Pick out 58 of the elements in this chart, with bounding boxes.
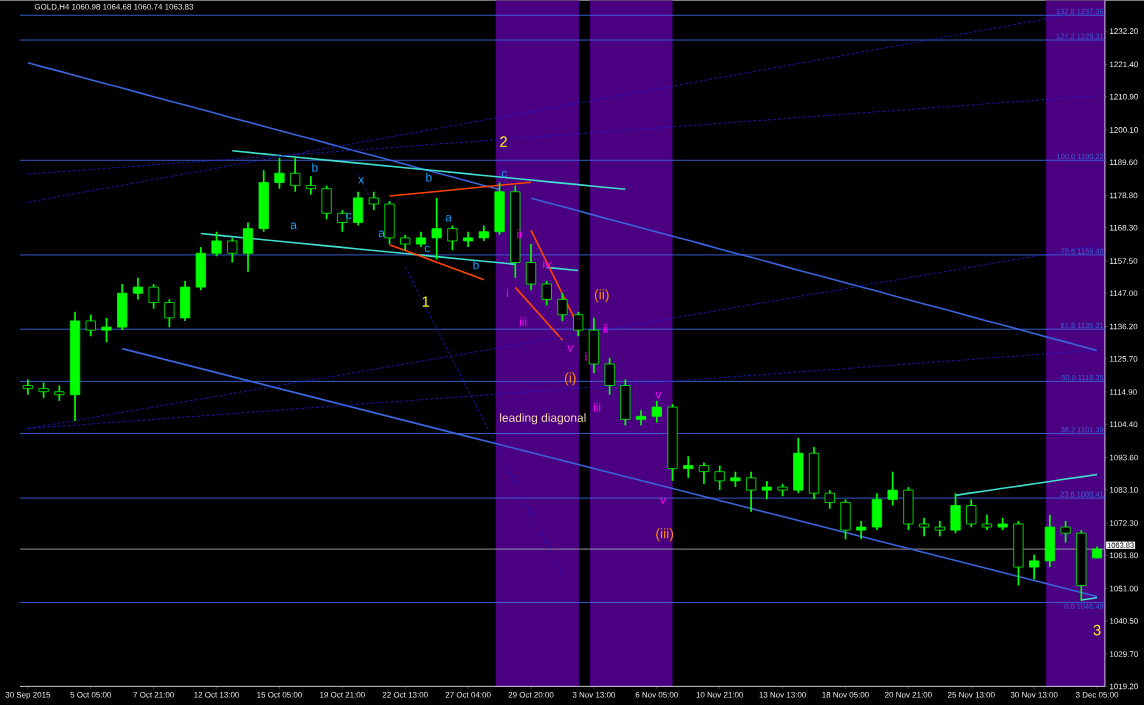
candlestick	[227, 236, 238, 264]
annotation: (i)	[564, 372, 576, 386]
annotation: 1	[422, 296, 430, 307]
annotation: c	[424, 245, 430, 253]
candlestick	[431, 196, 442, 261]
annotation: a	[445, 214, 452, 222]
candlestick	[85, 313, 96, 337]
candlestick	[761, 479, 772, 501]
candlestick	[651, 399, 662, 424]
annotation: b	[312, 162, 318, 172]
candlestick	[557, 292, 568, 322]
annotation: ii	[517, 229, 522, 239]
annotation: v	[655, 391, 662, 399]
candlestick	[714, 464, 725, 491]
candlestick	[856, 519, 867, 541]
candlestick	[966, 498, 977, 528]
annotation: i	[585, 351, 587, 361]
candlestick	[148, 282, 159, 310]
candlestick	[447, 224, 458, 251]
annotation: 2	[500, 136, 507, 147]
annotation: c	[501, 170, 507, 178]
candlestick	[211, 230, 222, 257]
candlestick	[525, 242, 537, 291]
candlestick	[337, 209, 348, 233]
candlestick	[290, 156, 301, 193]
candlestick	[541, 279, 552, 307]
annotation: 3	[1093, 624, 1101, 636]
annotation: ii	[603, 323, 608, 333]
candlestick	[824, 489, 835, 510]
candlestick	[274, 156, 285, 190]
candlestick	[164, 298, 175, 328]
candlestick	[132, 276, 144, 301]
annotation: a	[290, 222, 297, 229]
candlestick	[101, 316, 112, 344]
candlestick	[746, 470, 757, 513]
candlestick	[683, 455, 694, 479]
candlestick	[887, 470, 898, 507]
annotation: (ii)	[594, 289, 609, 303]
candlestick	[368, 190, 379, 211]
candlestick	[305, 175, 316, 196]
candlestick	[573, 310, 584, 337]
candlestick	[604, 356, 615, 396]
annotation: x	[358, 177, 365, 184]
annotation: iii	[519, 317, 527, 326]
annotation: (iii)	[656, 528, 674, 542]
candlestick	[22, 378, 33, 396]
annotation: b	[426, 172, 432, 182]
candlestick	[1029, 553, 1040, 580]
annotation: i	[506, 288, 508, 297]
annotation: b	[473, 260, 479, 270]
candlestick	[635, 409, 647, 427]
annotation: v	[567, 344, 574, 352]
candlestick	[1060, 519, 1071, 544]
candlestick	[698, 461, 710, 485]
annotation: iii	[593, 402, 601, 412]
annotation: v	[660, 497, 667, 504]
annotation: c	[346, 212, 352, 220]
candlestick	[918, 516, 930, 537]
